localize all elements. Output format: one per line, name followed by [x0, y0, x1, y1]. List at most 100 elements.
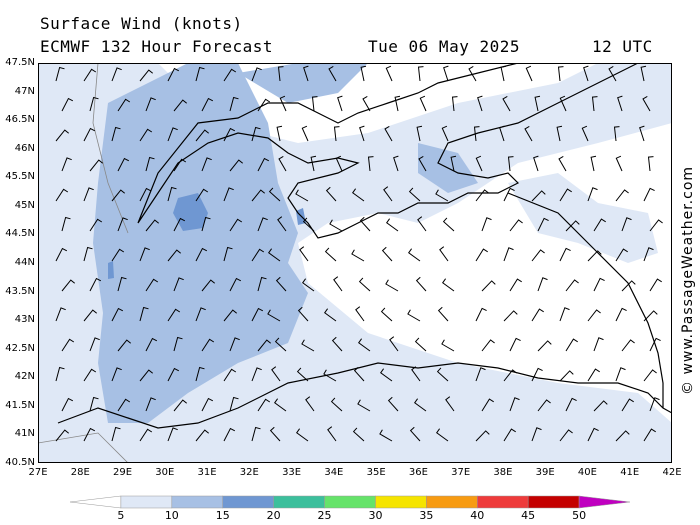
wind-barb — [531, 249, 545, 262]
wind-barb — [565, 397, 577, 412]
wind-barb — [445, 396, 455, 412]
country-borders — [38, 63, 129, 463]
wind-barb — [355, 306, 365, 322]
wind-barb — [323, 369, 337, 382]
wind-barb — [117, 217, 128, 232]
forecast-date-label: Tue 06 May 2025 — [368, 37, 520, 56]
wind-barb — [277, 216, 287, 232]
wind-barb — [649, 278, 662, 292]
wind-barb — [329, 219, 343, 232]
wind-barb — [475, 430, 490, 442]
legend-tick-label: 10 — [164, 509, 179, 522]
wind-barb — [201, 338, 215, 352]
wind-barb — [167, 367, 180, 382]
wind-barb — [335, 155, 343, 172]
lat-label: 44N — [14, 257, 35, 268]
wind-map — [38, 63, 672, 463]
wind-barb — [139, 247, 150, 262]
wind-barb — [89, 96, 99, 112]
wind-barb — [380, 307, 393, 322]
wind-barb — [384, 125, 393, 142]
wind-barb — [409, 426, 421, 442]
wind-barb — [330, 397, 343, 412]
wind-barb — [195, 188, 209, 202]
wind-barb — [419, 95, 427, 112]
legend-swatch — [120, 495, 173, 509]
wind-barb — [337, 95, 343, 112]
legend-swatch — [70, 495, 122, 509]
wind-barb — [173, 99, 188, 112]
wind-barb — [271, 366, 281, 382]
wind-barb — [407, 309, 421, 322]
wind-barb — [111, 67, 122, 82]
wind-barb — [83, 309, 98, 322]
wind-barb — [615, 248, 628, 262]
wind-barb — [145, 97, 156, 112]
wind-barb — [111, 126, 121, 142]
legend-tick-label: 35 — [419, 509, 434, 522]
wind-barb — [352, 188, 365, 202]
wind-barb — [640, 65, 647, 82]
wind-barb — [173, 217, 186, 232]
wind-barb — [509, 337, 521, 352]
wind-barb — [394, 95, 401, 112]
wind-barb — [509, 397, 520, 412]
wind-barb — [173, 399, 188, 412]
wind-barb — [643, 247, 654, 262]
wind-barb — [257, 398, 271, 412]
wind-barb — [83, 427, 96, 442]
wind-barb — [558, 155, 567, 172]
wind-barb — [305, 396, 315, 412]
lat-label: 42N — [14, 371, 35, 383]
wind-barb — [615, 307, 627, 322]
wind-barb — [251, 426, 261, 442]
chart-title: Surface Wind (knots) — [40, 14, 243, 33]
wind-barb — [139, 428, 153, 442]
wind-barb — [310, 155, 317, 172]
wind-barb — [274, 398, 287, 412]
wind-barb — [167, 186, 177, 202]
wind-barb — [468, 65, 477, 82]
wind-barb — [507, 156, 514, 172]
lat-label: 41.5N — [5, 399, 35, 411]
wind-barb — [352, 427, 365, 442]
wind-barb — [380, 368, 393, 382]
wind-barb — [311, 96, 318, 112]
wind-barb — [587, 187, 598, 202]
wind-barb — [61, 279, 76, 292]
wind-barb — [590, 155, 597, 172]
land-mass — [57, 63, 672, 429]
wind-barb — [223, 368, 237, 382]
lat-label: 45.5N — [5, 171, 35, 183]
wind-barb — [268, 248, 281, 262]
legend-tick-label: 40 — [470, 509, 485, 522]
wind-barb — [385, 279, 399, 292]
wind-barb — [387, 396, 399, 412]
lon-label: 40E — [577, 467, 597, 478]
wind-barb — [442, 278, 455, 292]
lon-label: 30E — [155, 467, 175, 478]
wind-barb — [229, 159, 244, 172]
wind-barb — [615, 430, 630, 442]
wind-barb — [299, 246, 309, 262]
wind-barb — [111, 367, 122, 382]
legend-tick-label: 25 — [317, 509, 332, 522]
wind-barb — [251, 367, 262, 382]
wind-barb — [359, 125, 365, 142]
lon-label: 33E — [282, 467, 302, 478]
wind-barb — [362, 95, 371, 112]
wind-barb — [201, 157, 212, 172]
wind-barb — [89, 159, 104, 172]
wind-barb — [385, 65, 393, 82]
wind-barb — [559, 307, 570, 322]
wind-barb — [451, 96, 458, 112]
wind-barb — [621, 398, 634, 412]
wind-barb — [276, 125, 283, 142]
wind-barb — [251, 189, 266, 202]
wind-barb — [139, 128, 153, 142]
wind-barb — [195, 366, 205, 382]
wind-barb — [617, 95, 623, 112]
lon-label: 29E — [113, 467, 133, 478]
lon-label: 39E — [535, 467, 555, 478]
wind-barb — [591, 96, 598, 112]
